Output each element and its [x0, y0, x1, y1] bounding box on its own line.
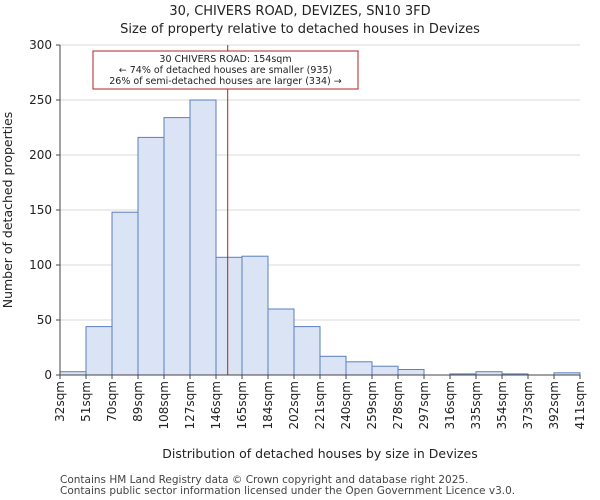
x-tick-label: 51sqm	[79, 381, 93, 422]
x-tick-label: 392sqm	[547, 381, 561, 429]
x-tick-label: 146sqm	[209, 381, 223, 429]
chart-title: 30, CHIVERS ROAD, DEVIZES, SN10 3FD	[169, 4, 431, 19]
histogram-bar	[371, 365, 399, 376]
x-tick-label: 411sqm	[573, 381, 587, 429]
y-axis-label: Number of detached properties	[0, 112, 15, 309]
histogram-bar	[319, 355, 347, 376]
x-tick-label: 70sqm	[105, 381, 119, 422]
annotation-line: ← 74% of detached houses are smaller (93…	[119, 65, 332, 76]
y-tick-label: 100	[29, 258, 52, 272]
chart-subtitle: Size of property relative to detached ho…	[120, 22, 480, 37]
histogram-bar	[241, 255, 269, 376]
x-tick-label: 316sqm	[443, 381, 457, 429]
annotation-box	[92, 50, 359, 90]
y-tick-label: 300	[29, 38, 52, 52]
x-tick-label: 221sqm	[313, 381, 327, 429]
x-tick-label: 108sqm	[157, 381, 171, 429]
footer-copyright: Contains HM Land Registry data © Crown c…	[60, 474, 469, 486]
x-tick-label: 202sqm	[287, 381, 301, 429]
x-tick-label: 373sqm	[521, 381, 535, 429]
x-axis-label: Distribution of detached houses by size …	[162, 446, 478, 461]
y-tick-label: 150	[29, 203, 52, 217]
x-tick-label: 278sqm	[391, 381, 405, 429]
histogram-bar	[293, 326, 321, 376]
x-tick-label: 259sqm	[365, 381, 379, 429]
y-tick-label: 250	[29, 93, 52, 107]
x-tick-label: 32sqm	[53, 381, 67, 422]
histogram-bar	[189, 99, 217, 376]
x-tick-label: 89sqm	[131, 381, 145, 422]
annotation-line: 26% of semi-detached houses are larger (…	[109, 76, 342, 87]
histogram-bar	[345, 361, 373, 376]
histogram-bar	[85, 326, 113, 376]
x-tick-label: 240sqm	[339, 381, 353, 429]
x-tick-label: 354sqm	[495, 381, 509, 429]
histogram-bar	[111, 211, 139, 376]
x-tick-label: 127sqm	[183, 381, 197, 429]
y-tick-label: 50	[37, 313, 52, 327]
y-tick-label: 200	[29, 148, 52, 162]
x-tick-label: 297sqm	[417, 381, 431, 429]
x-tick-label: 165sqm	[235, 381, 249, 429]
y-tick-label: 0	[44, 368, 52, 382]
footer-licence: Contains public sector information licen…	[60, 485, 516, 497]
histogram-bar	[215, 256, 243, 376]
x-tick-label: 184sqm	[261, 381, 275, 429]
histogram-chart: 0 50 100 150 200 250 300 32sqm 51sqm 70sqm 89sqm 10…	[0, 38, 587, 461]
x-tick-label: 335sqm	[469, 381, 483, 429]
histogram-bar	[137, 136, 165, 376]
annotation-line: 30 CHIVERS ROAD: 154sqm	[159, 54, 291, 65]
histogram-bar	[163, 117, 191, 376]
histogram-bar	[397, 369, 425, 376]
histogram-bar	[267, 308, 295, 376]
